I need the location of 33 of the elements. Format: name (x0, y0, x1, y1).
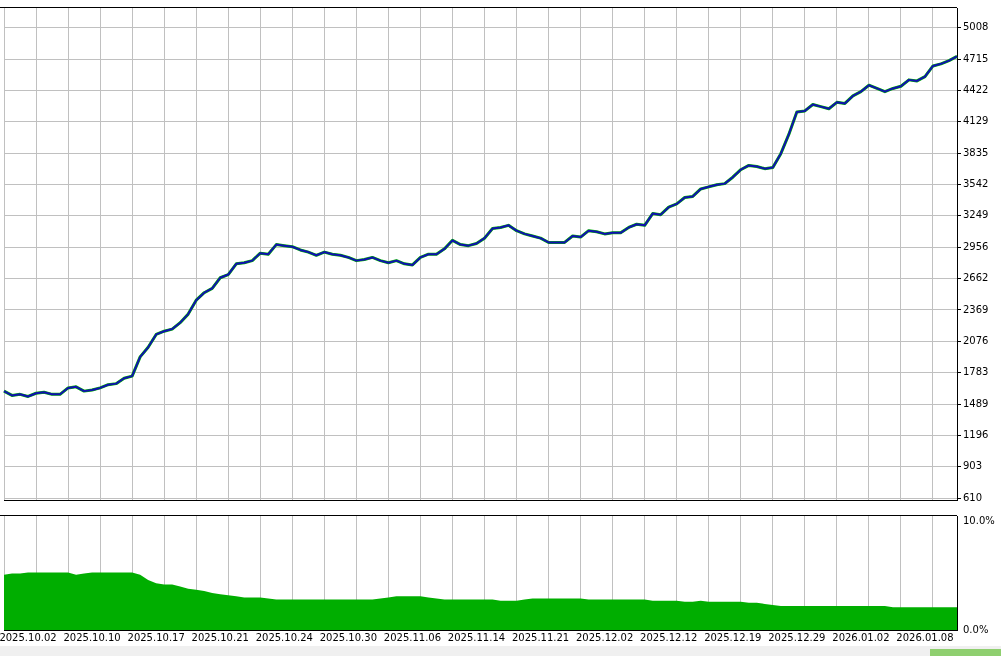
x-tick-label: 2025.10.21 (191, 631, 249, 643)
x-tick-label: 2025.10.24 (255, 631, 313, 643)
x-tick-label: 2025.12.02 (576, 631, 634, 643)
x-tick-label: 2026.01.02 (832, 631, 890, 643)
y-tick-label: 2369 (963, 303, 989, 315)
y-tick-label: 0.0% (963, 623, 989, 635)
x-tick-label: 2025.12.19 (704, 631, 762, 643)
y-tick-label: 610 (963, 491, 983, 503)
y-tick-label: 903 (963, 460, 983, 472)
x-tick-label: 2025.12.29 (768, 631, 826, 643)
x-tick-label: 2025.11.06 (383, 631, 442, 643)
y-tick-label: 1196 (963, 428, 989, 440)
x-tick-label: 2026.01.08 (896, 631, 954, 643)
y-tick-label: 3249 (963, 209, 989, 221)
x-tick-label: 2025.10.30 (319, 631, 377, 643)
y-tick-label: 2076 (963, 334, 989, 346)
y-tick-label: 4129 (963, 115, 989, 127)
x-tick-label: 2025.11.21 (511, 631, 570, 643)
y-tick-label: 4715 (963, 52, 989, 64)
y-tick-label: 3542 (963, 178, 989, 190)
y-tick-label: 1489 (963, 397, 989, 409)
y-tick-label: 2662 (963, 272, 989, 284)
y-tick-label: 10.0% (963, 515, 995, 527)
y-tick-label: 1783 (963, 366, 989, 378)
y-tick-label: 2956 (963, 240, 989, 252)
x-tick-label: 2025.10.17 (127, 631, 185, 643)
x-tick-label: 2025.12.12 (640, 631, 698, 643)
x-tick-label: 2025.10.10 (63, 631, 121, 643)
y-tick-label: 5008 (963, 21, 989, 33)
x-tick-label: 2025.10.02 (0, 631, 57, 643)
x-tick-label: 2025.11.14 (447, 631, 506, 643)
y-tick-label: 4422 (963, 83, 989, 95)
y-tick-label: 3835 (963, 146, 989, 158)
